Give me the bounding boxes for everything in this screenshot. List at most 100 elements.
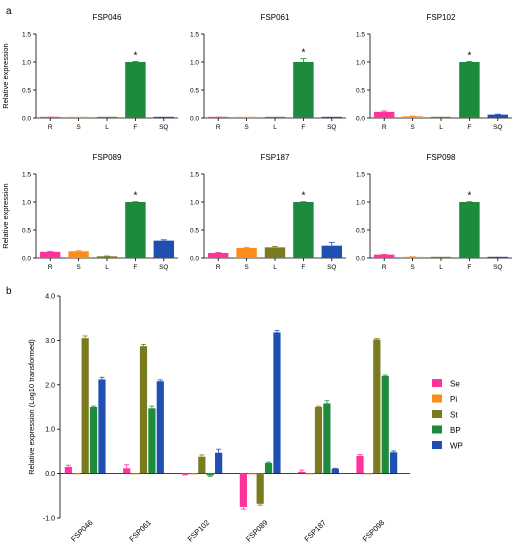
y-tick-label: 0.5 <box>356 228 365 235</box>
bar-f <box>125 202 146 258</box>
y-axis-label: Relative expression <box>1 183 10 248</box>
legend-swatch-bp <box>432 425 442 434</box>
legend-swatch-pi <box>432 394 442 403</box>
x-tick-label: L <box>273 124 277 131</box>
bar-bp-fsp089 <box>264 462 273 474</box>
x-tick-label: L <box>439 124 443 131</box>
bar-bp-fsp061 <box>148 408 156 474</box>
x-tick-label: S <box>410 124 415 131</box>
bar-r <box>373 254 395 258</box>
bar-pi-fsp102 <box>189 473 198 475</box>
bar-se-fsp187 <box>298 471 306 474</box>
bar-bp-fsp187 <box>323 403 331 474</box>
y-tick-label: 0.0 <box>356 256 365 263</box>
bar-st-fsp089 <box>256 473 264 504</box>
y-tick-label: 0.5 <box>22 228 31 235</box>
bar-f <box>293 62 314 118</box>
x-tick-label: S <box>76 264 81 271</box>
bar-pi-fsp089 <box>248 473 256 475</box>
y-tick-label: -1.0 <box>43 516 55 523</box>
bar-se-fsp089 <box>239 473 247 507</box>
bar-s <box>402 116 423 118</box>
x-tick-label: R <box>216 124 221 131</box>
bar-se-fsp061 <box>123 468 131 474</box>
bar-st-fsp098 <box>373 339 381 474</box>
bar-wp-fsp061 <box>156 381 164 474</box>
x-tick-label: R <box>382 264 387 271</box>
bar-se-fsp046 <box>64 466 72 474</box>
significance-asterisk: * <box>133 50 137 61</box>
legend-swatch-se <box>432 379 442 387</box>
y-tick-label: 1.0 <box>22 200 31 207</box>
chart-title: FSP061 <box>261 13 290 22</box>
bar-r <box>39 251 61 258</box>
chart-title: FSP089 <box>93 153 122 162</box>
y-tick-label: 1.0 <box>22 60 31 67</box>
x-tick-label: L <box>439 264 443 271</box>
bar-pi-fsp098 <box>364 473 373 475</box>
small-chart-fsp046: FSP046 Relative expression 0.0 0.5 1.0 1.5 R S L… <box>1 13 178 131</box>
y-tick-label: 1.0 <box>356 200 365 207</box>
x-tick-label: FSP098 <box>361 518 387 544</box>
x-tick-label: FSP089 <box>244 518 270 544</box>
x-tick-label: S <box>244 264 249 271</box>
legend-swatch-st <box>432 410 442 418</box>
y-axis-label: Relative expression (Log10 transformed) <box>27 339 36 475</box>
legend-label: Se <box>450 380 460 389</box>
y-tick-label: 0.0 <box>22 256 31 263</box>
y-tick-label: 0.5 <box>22 88 31 95</box>
y-tick-label: 3.0 <box>45 338 55 345</box>
x-tick-label: FSP061 <box>127 518 153 544</box>
x-tick-label: R <box>216 264 221 271</box>
x-tick-label: R <box>48 124 53 131</box>
bar-se-fsp102 <box>181 473 189 475</box>
bar-f <box>125 62 146 118</box>
bar-sq <box>153 240 175 258</box>
x-tick-label: F <box>467 124 471 131</box>
y-axis-label: Relative expression <box>1 43 10 108</box>
significance-asterisk: * <box>301 191 305 202</box>
x-tick-label: F <box>301 264 305 271</box>
x-tick-label: SQ <box>159 264 168 271</box>
bar-l <box>96 116 118 118</box>
bar-st-fsp187 <box>314 407 323 474</box>
bar-l <box>96 256 118 258</box>
grouped-bar-chart: Relative expression (Log10 transformed) -… <box>27 294 463 544</box>
x-tick-label: L <box>105 124 109 131</box>
small-chart-fsp098: FSP098 0.0 0.5 1.0 1.5 R S L F SQ * <box>356 153 512 271</box>
x-tick-label: SQ <box>493 264 502 271</box>
legend-swatch-wp <box>432 441 442 449</box>
significance-asterisk: * <box>467 191 471 202</box>
bar-f <box>459 62 480 118</box>
bar-l <box>264 116 286 118</box>
significance-asterisk: * <box>133 191 137 202</box>
bar-bp-fsp102 <box>206 473 214 476</box>
y-tick-label: 1.0 <box>45 427 55 434</box>
bar-l <box>264 247 286 258</box>
bar-sq <box>153 116 175 118</box>
y-tick-label: 0.5 <box>356 88 365 95</box>
bar-se-fsp098 <box>356 455 364 474</box>
y-tick-label: 0.0 <box>45 471 55 478</box>
x-tick-label: FSP102 <box>186 518 212 544</box>
y-tick-label: 1.0 <box>356 60 365 67</box>
legend-label: BP <box>450 426 461 435</box>
y-tick-label: 1.5 <box>22 32 31 39</box>
bar-st-fsp061 <box>139 346 148 474</box>
x-tick-label: SQ <box>493 124 502 131</box>
bar-s <box>68 251 89 258</box>
x-tick-label: L <box>273 264 277 271</box>
bar-pi-fsp046 <box>73 473 81 475</box>
y-tick-label: 0.0 <box>356 116 365 123</box>
small-chart-fsp187: FSP187 0.0 0.5 1.0 1.5 R S L F SQ * <box>190 153 346 271</box>
y-tick-label: 0.0 <box>190 256 199 263</box>
y-tick-label: 1.5 <box>190 32 199 39</box>
x-tick-label: L <box>105 264 109 271</box>
x-tick-label: S <box>410 264 415 271</box>
x-tick-label: R <box>382 124 387 131</box>
y-tick-label: 1.5 <box>356 32 365 39</box>
bar-wp-fsp098 <box>390 452 398 474</box>
chart-title: FSP102 <box>427 13 456 22</box>
bar-wp-fsp089 <box>273 332 281 474</box>
